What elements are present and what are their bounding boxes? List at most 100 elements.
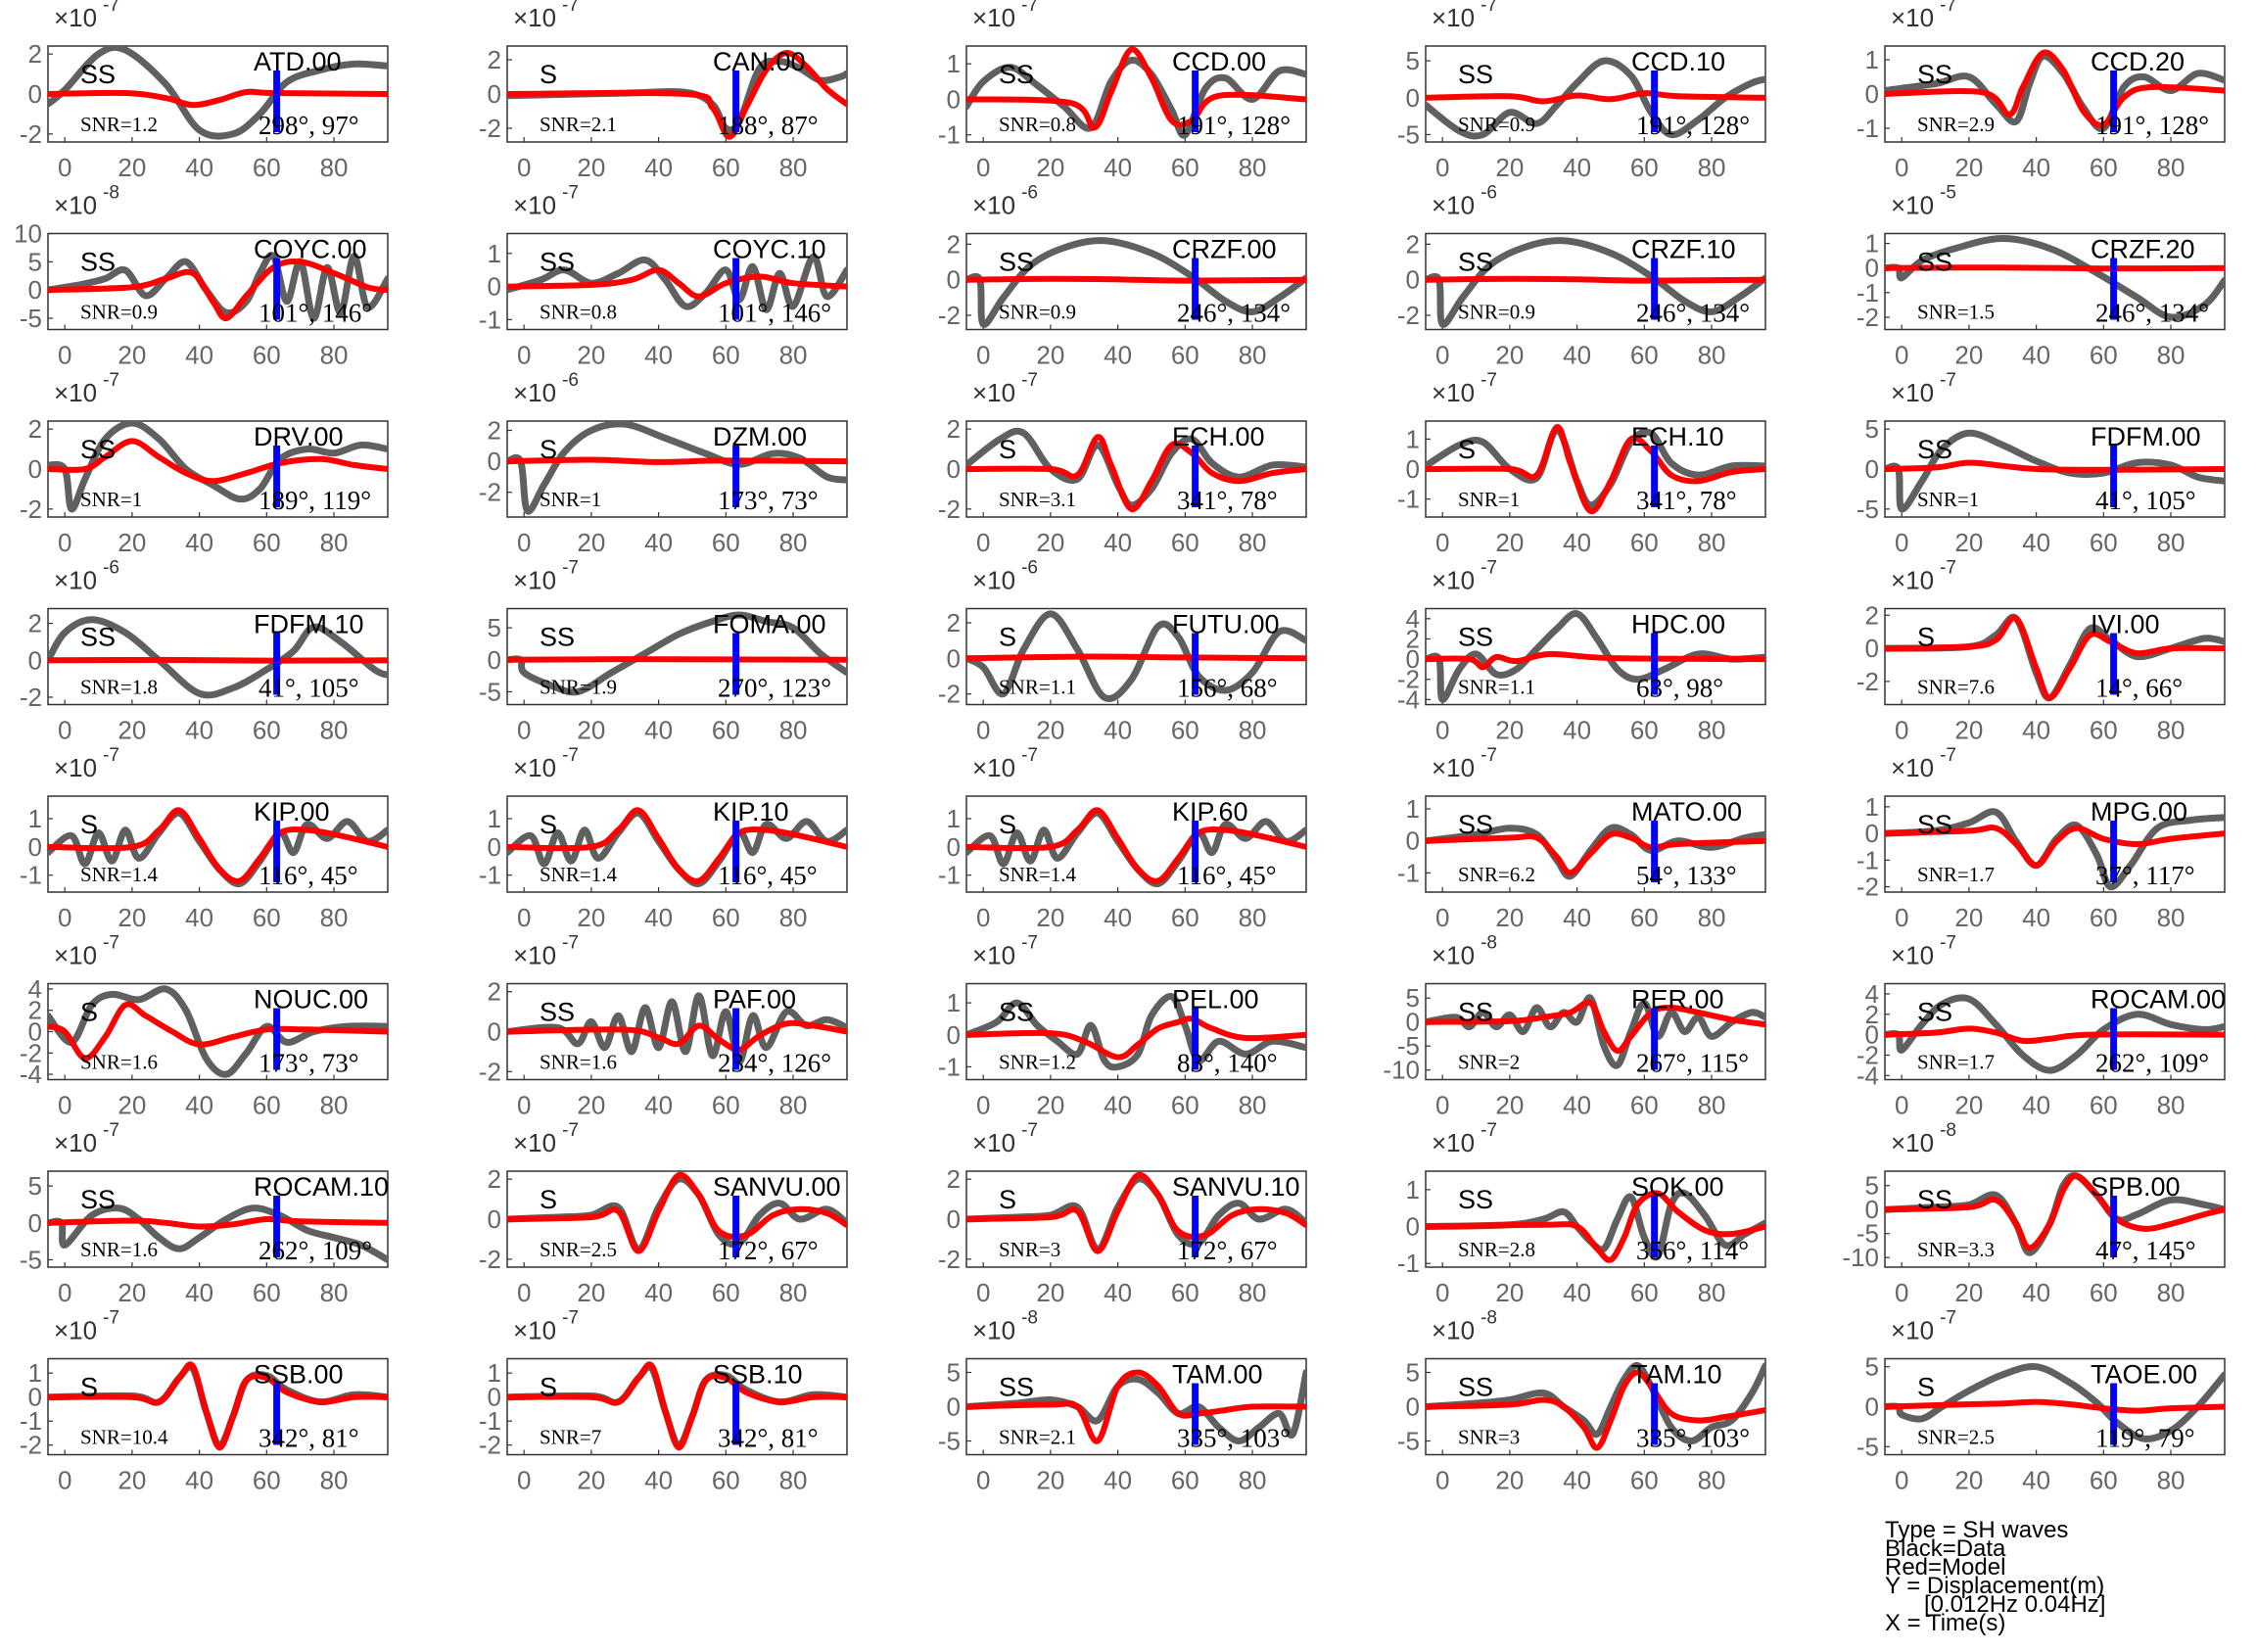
x-tick-label: 80 [2157, 153, 2186, 182]
x-tick-label: 0 [1435, 903, 1449, 932]
y-tick-label: -1 [1856, 278, 1879, 307]
x-tick-label: 80 [2157, 716, 2186, 745]
y-tick-label: 0 [1865, 254, 1879, 283]
y-tick-label: 0 [28, 1208, 42, 1238]
model-trace [1426, 90, 1765, 105]
x-tick-label: 0 [976, 1278, 990, 1307]
x-tick-label: 20 [118, 1466, 146, 1495]
panel-fdfm-10: 0 20 40 60 80 -2 0 2 ×10 -6 SS FDFM.10 SNR=1.8 41°, 1… [20, 558, 389, 745]
panel-ccd-10: 0 20 40 60 80 -5 0 5 ×10 -7 SS CCD.10 SNR=0.9 191°, 1… [1397, 0, 1766, 182]
y-exponent-label: ×10 -7 [513, 933, 579, 970]
y-tick-label: -5 [20, 304, 42, 333]
y-exponent-label: ×10 -6 [513, 370, 579, 407]
azimuth-takeoff-label: 41°, 105° [2095, 486, 2196, 515]
phase-label: SS [540, 998, 575, 1027]
data-trace [966, 237, 1306, 328]
y-tick-label: 4 [1865, 979, 1879, 1009]
y-tick-label: 0 [488, 79, 501, 109]
x-tick-label: 80 [779, 1091, 808, 1120]
y-exponent-label: ×10 -7 [1891, 933, 1956, 970]
x-tick-label: 20 [1495, 1278, 1524, 1307]
station-label: CAN.00 [713, 47, 806, 76]
phase-label: S [540, 810, 557, 839]
x-tick-label: 20 [1954, 1091, 1983, 1120]
x-tick-label: 60 [253, 1466, 281, 1495]
panel-futu-00: 0 20 40 60 80 -2 0 2 ×10 -6 S FUTU.00 SNR=1.1 156°, 6… [938, 558, 1307, 745]
x-tick-label: 60 [253, 153, 281, 182]
phase-label: SS [80, 623, 116, 652]
station-label: HDC.00 [1631, 610, 1725, 639]
x-tick-label: 0 [976, 1466, 990, 1495]
station-label: MATO.00 [1631, 797, 1742, 826]
x-tick-label: 60 [1171, 153, 1199, 182]
x-tick-label: 80 [1239, 903, 1267, 932]
x-tick-label: 20 [1954, 1466, 1983, 1495]
x-tick-label: 60 [2090, 1466, 2118, 1495]
y-tick-label: -4 [1856, 1061, 1879, 1090]
legend-model: Red=Model [1885, 1554, 2006, 1581]
azimuth-takeoff-label: 101°, 146° [718, 299, 831, 328]
phase-label: S [1917, 1373, 1935, 1402]
x-tick-label: 0 [976, 1091, 990, 1120]
y-tick-label: 0 [947, 643, 961, 673]
y-tick-label: 0 [28, 454, 42, 484]
azimuth-takeoff-label: 342°, 81° [258, 1424, 359, 1453]
x-tick-label: 20 [577, 153, 605, 182]
y-tick-label: 0 [1406, 1008, 1420, 1037]
y-exponent-label: ×10 -7 [1891, 1308, 1956, 1345]
azimuth-takeoff-label: 341°, 78° [1636, 486, 1737, 515]
x-tick-label: 60 [712, 716, 740, 745]
phase-label: S [540, 435, 557, 464]
model-trace [1885, 49, 2225, 128]
azimuth-takeoff-label: 262°, 109° [258, 1236, 372, 1265]
x-tick-label: 0 [976, 341, 990, 370]
y-tick-label: 4 [1406, 604, 1420, 634]
snr-label: SNR=10.4 [80, 1426, 168, 1449]
panel-taoe-00: 0 20 40 60 80 -5 0 5 ×10 -7 S TAOE.00 SNR=2.5 119°, 7… [1856, 1308, 2226, 1495]
y-exponent-label: ×10 -7 [1432, 370, 1497, 407]
x-tick-label: 60 [712, 903, 740, 932]
y-exponent-label: ×10 -8 [972, 1308, 1038, 1345]
x-tick-label: 80 [2157, 528, 2186, 557]
phase-label: S [999, 623, 1016, 652]
snr-label: SNR=1.6 [540, 1051, 617, 1074]
azimuth-takeoff-label: 83°, 140° [1177, 1049, 1278, 1078]
x-tick-label: 60 [253, 528, 281, 557]
data-trace [1885, 808, 2225, 891]
axes-frame [47, 1170, 389, 1268]
x-tick-label: 80 [1239, 341, 1267, 370]
y-exponent-label: ×10 -7 [54, 370, 119, 407]
phase-label: SS [80, 60, 116, 89]
x-tick-label: 20 [577, 1278, 605, 1307]
y-exponent-label: ×10 -7 [1891, 370, 1956, 407]
x-tick-label: 80 [2157, 1091, 2186, 1120]
x-tick-label: 80 [2157, 1278, 2186, 1307]
x-tick-label: 20 [1036, 1466, 1064, 1495]
y-exponent-label: ×10 -7 [972, 370, 1038, 407]
x-tick-label: 80 [320, 1091, 349, 1120]
azimuth-takeoff-label: 246°, 134° [1177, 299, 1291, 328]
y-exponent-label: ×10 -7 [972, 0, 1038, 32]
x-tick-label: 40 [185, 1466, 213, 1495]
legend-type: Type = SH waves [1885, 1517, 2069, 1543]
station-label: CCD.20 [2091, 47, 2185, 76]
station-label: TAM.00 [1172, 1360, 1263, 1390]
y-tick-label: -1 [938, 120, 961, 150]
y-tick-label: 5 [1406, 46, 1420, 75]
y-exponent-label: ×10 -7 [1891, 558, 1956, 595]
x-tick-label: 20 [1036, 528, 1064, 557]
x-tick-label: 40 [2022, 1091, 2050, 1120]
x-tick-label: 80 [1698, 1091, 1726, 1120]
x-tick-label: 60 [1171, 903, 1199, 932]
station-label: FUTU.00 [1172, 610, 1280, 639]
phase-label: SS [540, 623, 575, 652]
snr-label: SNR=1 [1458, 488, 1520, 511]
phase-label: S [540, 1185, 557, 1214]
x-tick-label: 60 [2090, 1278, 2118, 1307]
x-tick-label: 0 [58, 903, 71, 932]
y-tick-label: 0 [28, 832, 42, 862]
y-tick-label: -2 [479, 478, 501, 507]
y-tick-label: 4 [28, 974, 42, 1004]
